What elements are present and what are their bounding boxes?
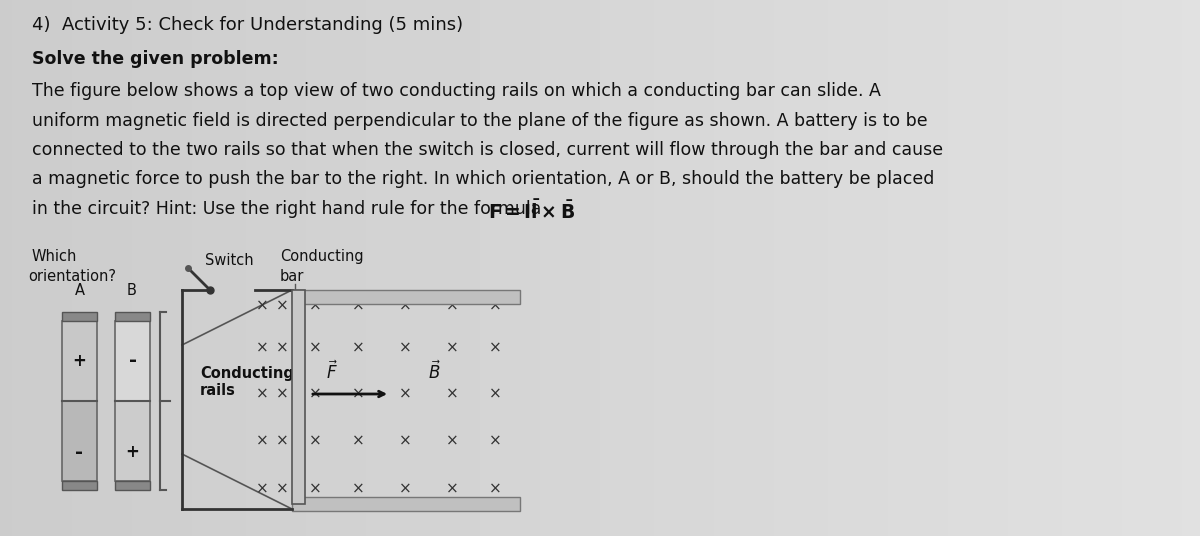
Text: Solve the given problem:: Solve the given problem: — [32, 50, 278, 68]
Bar — [62, 312, 97, 321]
Text: ×: × — [445, 386, 458, 401]
Bar — [62, 321, 97, 401]
Text: ×: × — [488, 481, 502, 496]
Text: bar: bar — [280, 269, 305, 284]
Text: Switch: Switch — [205, 253, 253, 268]
Bar — [292, 497, 520, 511]
Text: ×: × — [276, 299, 288, 314]
Text: 4)  Activity 5: Check for Understanding (5 mins): 4) Activity 5: Check for Understanding (… — [32, 16, 463, 34]
Text: ×: × — [308, 386, 322, 401]
Text: ×: × — [352, 386, 365, 401]
Text: ×: × — [256, 481, 269, 496]
Text: ×: × — [352, 481, 365, 496]
Text: ×: × — [398, 340, 412, 355]
Text: ×: × — [308, 481, 322, 496]
Text: Conducting: Conducting — [280, 249, 364, 264]
Text: The figure below shows a top view of two conducting rails on which a conducting : The figure below shows a top view of two… — [32, 82, 881, 100]
Text: ×: × — [276, 340, 288, 355]
Text: Which: Which — [32, 249, 77, 264]
Text: ×: × — [256, 386, 269, 401]
Text: ×: × — [445, 299, 458, 314]
Text: ×: × — [256, 299, 269, 314]
Text: ×: × — [398, 481, 412, 496]
Text: ×: × — [445, 434, 458, 449]
Text: ×: × — [445, 481, 458, 496]
Text: ×: × — [276, 481, 288, 496]
Text: ×: × — [256, 434, 269, 449]
Text: ×: × — [398, 299, 412, 314]
Text: Conducting: Conducting — [200, 366, 294, 381]
Text: ×: × — [398, 434, 412, 449]
Bar — [115, 401, 150, 481]
Bar — [115, 321, 150, 401]
Text: ×: × — [308, 340, 322, 355]
Bar — [62, 401, 97, 481]
Text: ×: × — [276, 434, 288, 449]
Bar — [115, 481, 150, 490]
Text: -: - — [128, 352, 137, 370]
Text: ×: × — [488, 340, 502, 355]
Text: +: + — [126, 443, 139, 461]
Text: ×: × — [308, 299, 322, 314]
Bar — [115, 312, 150, 321]
Text: ×: × — [352, 434, 365, 449]
Text: ×: × — [352, 299, 365, 314]
Text: -: - — [76, 443, 84, 461]
Text: ×: × — [276, 386, 288, 401]
Text: ×: × — [445, 340, 458, 355]
Bar — [292, 290, 305, 504]
Text: orientation?: orientation? — [28, 269, 116, 284]
Text: $\mathbf{F=I\bar{l}\times\bar{B}}$: $\mathbf{F=I\bar{l}\times\bar{B}}$ — [488, 200, 575, 223]
Text: ×: × — [398, 386, 412, 401]
Text: ×: × — [488, 434, 502, 449]
Text: uniform magnetic field is directed perpendicular to the plane of the figure as s: uniform magnetic field is directed perpe… — [32, 111, 928, 130]
Text: connected to the two rails so that when the switch is closed, current will flow : connected to the two rails so that when … — [32, 141, 943, 159]
Text: a magnetic force to push the bar to the right. In which orientation, A or B, sho: a magnetic force to push the bar to the … — [32, 170, 935, 189]
Text: ×: × — [256, 340, 269, 355]
Text: +: + — [72, 352, 86, 370]
Text: A: A — [74, 283, 85, 298]
Bar — [292, 290, 520, 304]
Text: B: B — [127, 283, 137, 298]
Text: ×: × — [352, 340, 365, 355]
Text: $\vec{F}$: $\vec{F}$ — [326, 361, 338, 383]
Text: rails: rails — [200, 383, 236, 398]
Text: in the circuit? Hint: Use the right hand rule for the formula: in the circuit? Hint: Use the right hand… — [32, 200, 541, 218]
Text: ×: × — [488, 299, 502, 314]
Bar — [62, 481, 97, 490]
Text: ×: × — [488, 386, 502, 401]
Text: ×: × — [308, 434, 322, 449]
Text: $\vec{B}$: $\vec{B}$ — [428, 361, 442, 383]
